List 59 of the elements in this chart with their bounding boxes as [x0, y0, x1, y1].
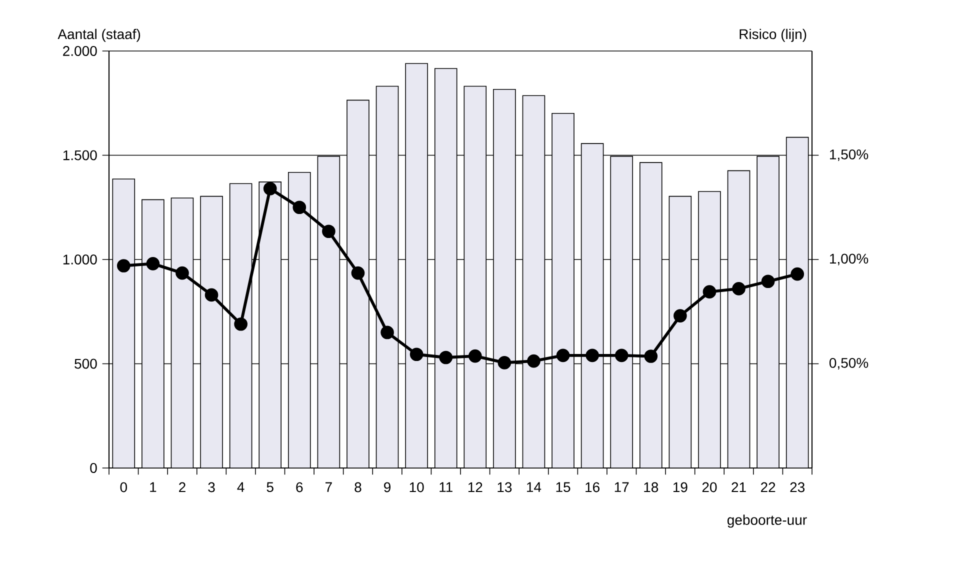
x-tick-label: 22 — [760, 482, 776, 492]
y2-tick-label: 1,00% — [830, 254, 868, 266]
point — [790, 267, 804, 281]
point — [263, 182, 277, 196]
x-tick-label: 15 — [556, 482, 570, 492]
point — [732, 282, 746, 296]
point — [586, 348, 599, 362]
point — [146, 257, 160, 270]
x-tick-label: 23 — [790, 482, 805, 492]
y2-axis-title: Risico (lijn) — [740, 28, 806, 42]
point — [644, 350, 658, 363]
x-tick-label: 0 — [120, 482, 127, 492]
point — [292, 200, 306, 214]
y-tick-label: 1.000 — [63, 254, 97, 264]
y2-tick-label: 0,50% — [829, 358, 868, 370]
x-tick-label: 3 — [208, 482, 215, 492]
point — [176, 266, 189, 280]
y-tick-label: 1.500 — [63, 150, 97, 160]
x-tick-label: 18 — [644, 482, 658, 492]
point — [410, 348, 424, 362]
x-tick-label: 12 — [468, 482, 482, 492]
point — [116, 259, 130, 272]
x-tick-label: 7 — [326, 482, 332, 492]
x-tick-label: 13 — [498, 482, 512, 492]
x-tick-label: 11 — [440, 482, 452, 492]
x-tick-label: 5 — [266, 482, 274, 492]
point — [527, 354, 540, 368]
point — [674, 309, 687, 322]
point — [351, 266, 365, 280]
x-axis-title: geboorte-uur — [727, 514, 807, 528]
y-tick-label: 2.000 — [63, 46, 97, 56]
x-tick-label: 16 — [586, 482, 600, 492]
y2-tick-label: 1,50% — [830, 149, 868, 162]
x-tick-label: 4 — [237, 482, 244, 492]
point — [468, 349, 482, 363]
point — [614, 348, 628, 362]
point — [380, 326, 394, 340]
point — [556, 348, 570, 362]
y-tick-label: 500 — [74, 358, 97, 369]
x-tick-label: 21 — [732, 482, 746, 492]
x-tick-label: 8 — [354, 482, 362, 492]
point — [439, 350, 453, 364]
point — [498, 356, 512, 370]
x-tick-label: 9 — [384, 482, 390, 492]
x-tick-label: 19 — [673, 482, 688, 492]
point — [761, 274, 775, 288]
point — [702, 285, 716, 298]
y-tick-label: 0 — [90, 463, 97, 473]
x-tick-label: 14 — [527, 482, 542, 492]
y-axis-title: Aantal (staaf) — [58, 28, 140, 42]
point — [322, 224, 336, 238]
x-tick-label: 6 — [296, 482, 303, 492]
point — [234, 317, 248, 331]
x-tick-label: 2 — [179, 482, 186, 492]
point — [204, 288, 218, 302]
x-tick-label: 1 — [150, 482, 156, 492]
x-tick-label: 10 — [410, 482, 424, 492]
x-tick-label: 20 — [702, 482, 717, 492]
x-tick-label: 17 — [614, 482, 629, 492]
